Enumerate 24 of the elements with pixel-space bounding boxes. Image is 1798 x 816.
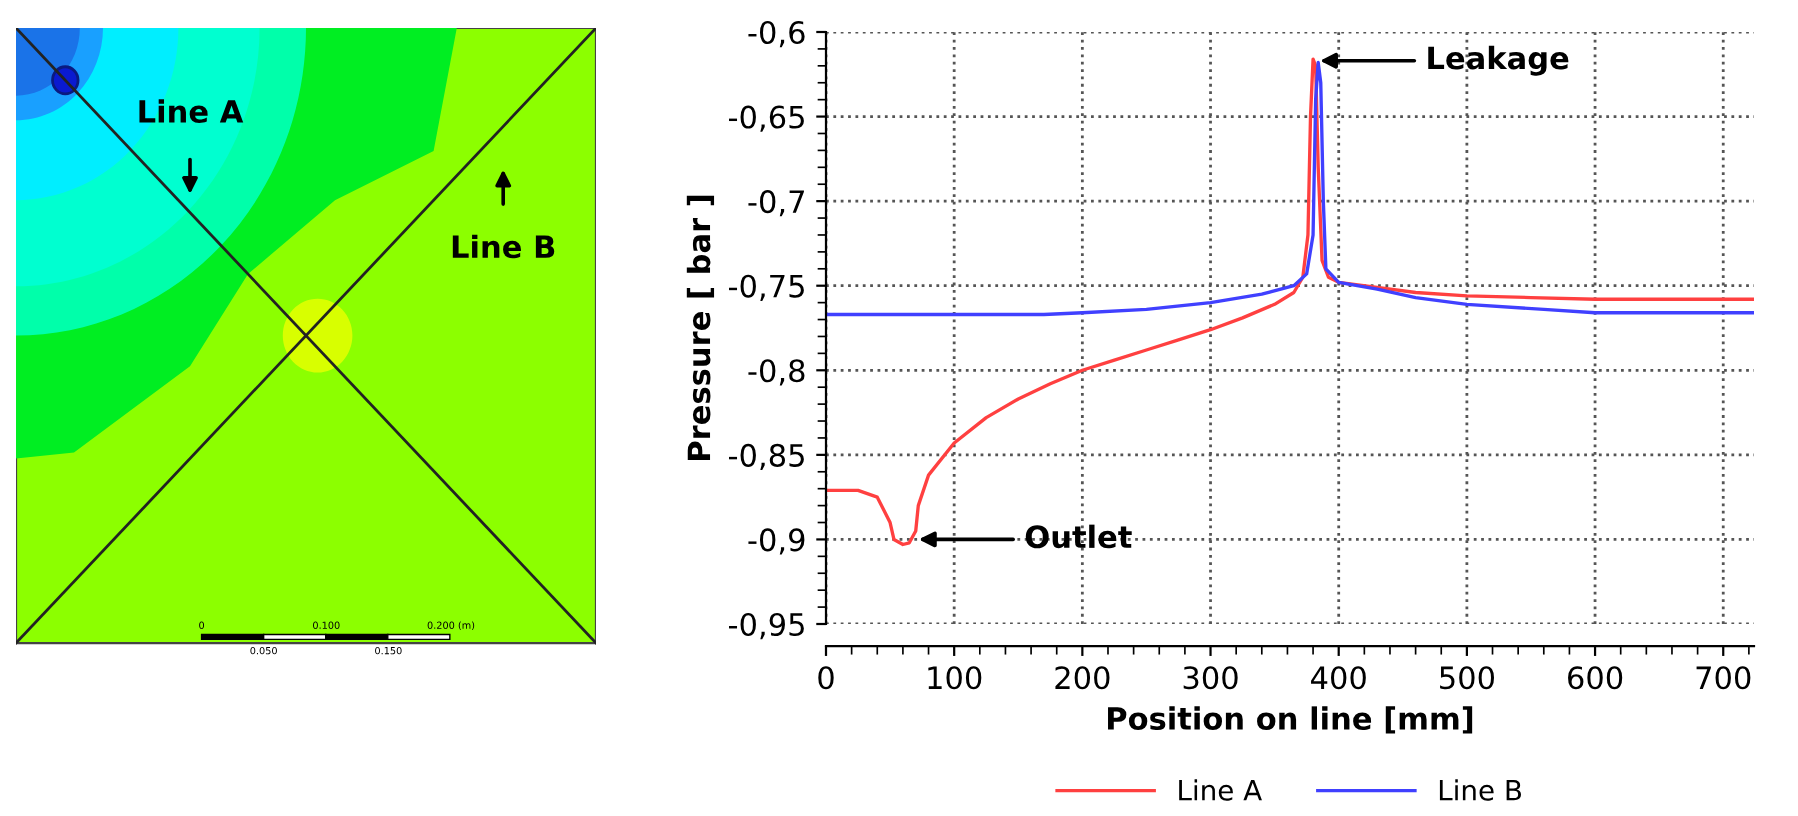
y-tick-label: -0,7	[748, 190, 804, 217]
x-axis-title: Position on line [mm]	[1108, 706, 1473, 734]
x-tick-label: 600	[1568, 666, 1623, 690]
x-tick-label: 200	[1055, 666, 1110, 690]
y-tick-label: -0,85	[728, 443, 804, 471]
text: Line B	[452, 234, 555, 259]
y-tick-label: -0,75	[728, 274, 804, 301]
x-tick-label: 300	[1183, 666, 1238, 690]
x-tick-label: 700	[1696, 666, 1751, 690]
legend-label: Line B	[1439, 779, 1521, 801]
y-axis-title: Pressure [ bar ]	[686, 195, 715, 460]
legend-label: Line A	[1179, 779, 1262, 801]
x-tick-label: 400	[1311, 666, 1366, 690]
annotation: Leakage	[1428, 45, 1569, 76]
x-tick-label: 500	[1440, 666, 1495, 690]
annotation: Outlet	[1025, 524, 1132, 549]
text: Line A	[139, 99, 244, 123]
y-tick-label: -0,6	[748, 20, 805, 48]
y-tick-label: -0,65	[728, 105, 804, 132]
x-tick-label: 0	[818, 666, 834, 690]
y-tick-label: -0,8	[748, 359, 805, 386]
x-tick-label: 100	[928, 666, 982, 690]
y-tick-label: -0,9	[748, 528, 805, 555]
y-tick-label: -0,95	[728, 612, 804, 640]
